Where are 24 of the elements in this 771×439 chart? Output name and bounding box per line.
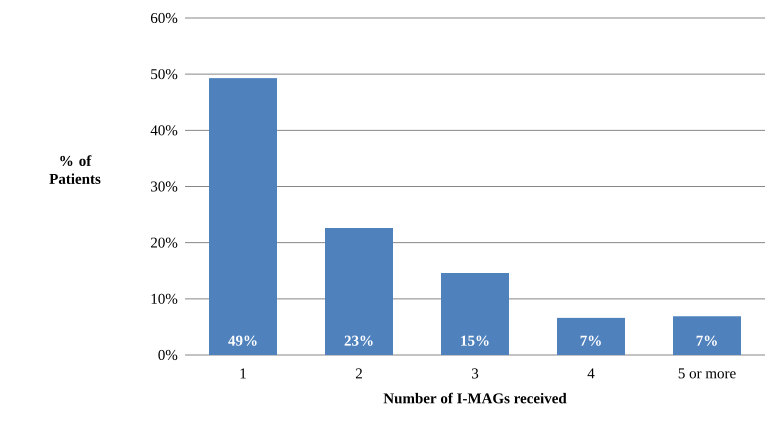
x-tick-label: 4 xyxy=(588,368,595,378)
y-tick-label: 40% xyxy=(150,125,178,136)
y-tick-label: 0% xyxy=(158,350,178,360)
bar xyxy=(673,316,741,355)
y-tick-label: 20% xyxy=(150,238,178,248)
y-tick-label: 30% xyxy=(151,181,178,192)
data-label: 7% xyxy=(696,336,717,346)
data-label: 15% xyxy=(461,336,489,346)
y-tick-label: 60% xyxy=(150,12,178,24)
bar xyxy=(325,228,394,355)
x-axis-title: Number of I-MAGs received xyxy=(384,392,567,404)
x-tick-label: 5 or more xyxy=(678,368,736,378)
data-label: 49% xyxy=(228,336,257,346)
data-label: 7% xyxy=(580,336,601,346)
y-tick-label: 10% xyxy=(152,294,178,304)
bar xyxy=(557,318,625,355)
data-label: 23% xyxy=(344,336,373,346)
x-tick-label: 1 xyxy=(240,368,246,378)
x-tick-label: 2 xyxy=(356,368,362,378)
y-tick-label: 50% xyxy=(151,69,178,80)
bar xyxy=(441,272,510,355)
bar xyxy=(209,78,278,355)
y-axis-title: % of Patients xyxy=(49,155,100,184)
x-tick-label: 3 xyxy=(472,368,478,379)
